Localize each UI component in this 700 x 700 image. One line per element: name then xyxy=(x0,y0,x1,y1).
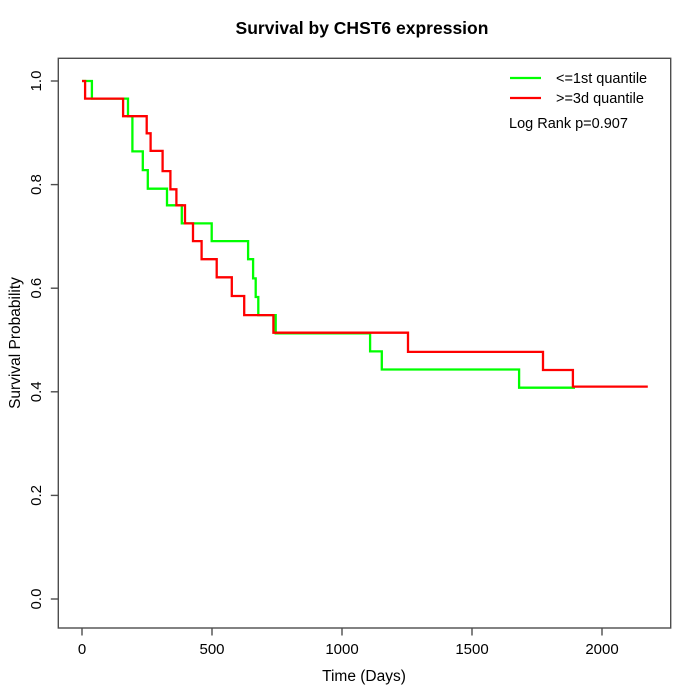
y-tick-label: 1.0 xyxy=(28,71,45,92)
legend-label-high: >=3d quantile xyxy=(556,91,644,107)
y-tick-label: 0.6 xyxy=(28,278,45,299)
chart-title: Survival by CHST6 expression xyxy=(236,18,489,38)
x-tick-label: 0 xyxy=(78,641,86,658)
y-tick-label: 0.0 xyxy=(28,589,45,610)
y-axis-ticks: 0.0 0.2 0.4 0.6 0.8 1.0 xyxy=(28,71,59,610)
y-tick-label: 0.2 xyxy=(28,485,45,506)
plot-box xyxy=(57,57,672,629)
km-curve-low-expression xyxy=(82,79,575,389)
y-tick-label: 0.4 xyxy=(28,381,45,402)
x-tick-label: 1000 xyxy=(325,641,358,658)
x-axis-ticks: 0 500 1000 1500 2000 xyxy=(78,628,619,658)
log-rank-annotation: Log Rank p=0.907 xyxy=(509,116,628,132)
x-axis-label: Time (Days) xyxy=(322,668,406,685)
km-curve-high-expression xyxy=(82,79,648,388)
y-axis-label: Survival Probability xyxy=(7,277,24,409)
legend: <=1st quantile >=3d quantile Log Rank p=… xyxy=(509,71,647,132)
x-tick-label: 500 xyxy=(199,641,224,658)
legend-label-low: <=1st quantile xyxy=(556,71,647,87)
x-tick-label: 1500 xyxy=(455,641,488,658)
y-tick-label: 0.8 xyxy=(28,174,45,195)
x-tick-label: 2000 xyxy=(585,641,618,658)
